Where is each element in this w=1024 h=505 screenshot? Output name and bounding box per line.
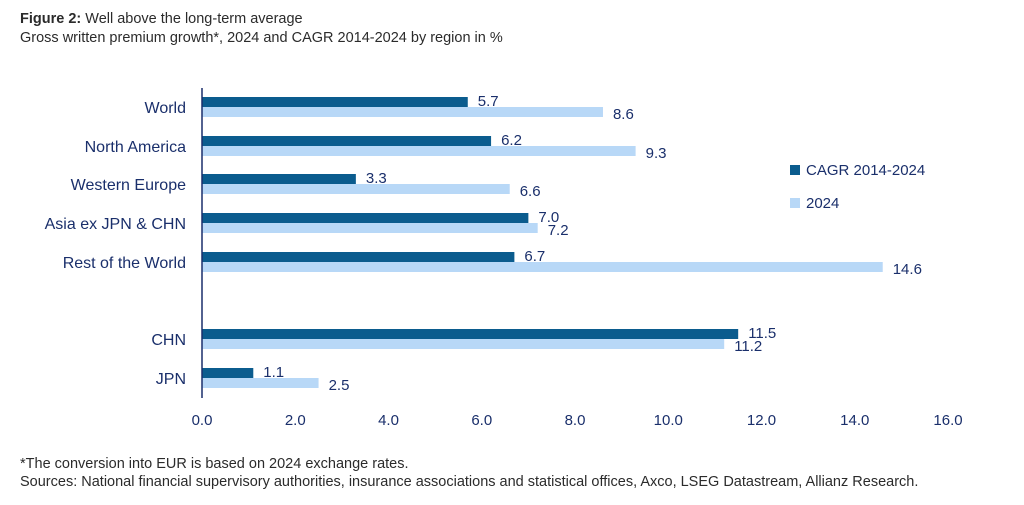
category-label: North America <box>85 139 186 156</box>
x-tick-label: 4.0 <box>378 412 399 429</box>
bar-cagr <box>202 252 515 262</box>
data-label-cagr: 1.1 <box>263 364 284 381</box>
category-label: CHN <box>151 332 186 349</box>
x-tick-label: 6.0 <box>471 412 492 429</box>
data-label-cagr: 6.2 <box>501 132 522 149</box>
legend-swatch-cagr <box>790 165 800 175</box>
data-label-cagr: 7.0 <box>538 209 559 226</box>
data-label-2024: 6.6 <box>520 183 541 200</box>
data-label-2024: 7.2 <box>548 222 569 239</box>
data-label-cagr: 3.3 <box>366 170 387 187</box>
bar-2024 <box>202 107 603 117</box>
chart-subtitle: Gross written premium growth*, 2024 and … <box>20 30 503 46</box>
x-tick-label: 0.0 <box>192 412 213 429</box>
legend-label-cagr: CAGR 2014-2024 <box>806 162 925 179</box>
legend-label-2024: 2024 <box>806 195 839 212</box>
chart-footer: *The conversion into EUR is based on 202… <box>20 455 918 491</box>
category-label: JPN <box>156 371 186 388</box>
data-label-cagr: 5.7 <box>478 93 499 110</box>
category-label: World <box>145 100 187 117</box>
figure-label: Figure 2: <box>20 11 82 27</box>
bar-cagr <box>202 174 356 184</box>
bar-2024 <box>202 339 725 349</box>
category-label: Asia ex JPN & CHN <box>45 216 186 233</box>
data-label-2024: 9.3 <box>646 145 667 162</box>
bar-cagr <box>202 213 529 223</box>
x-tick-label: 12.0 <box>747 412 776 429</box>
category-label: Western Europe <box>71 177 186 194</box>
x-tick-label: 8.0 <box>565 412 586 429</box>
bar-cagr <box>202 329 739 339</box>
data-label-2024: 11.2 <box>734 338 762 355</box>
x-tick-label: 16.0 <box>933 412 962 429</box>
data-label-cagr: 11.5 <box>748 325 776 342</box>
category-label: Rest of the World <box>63 255 186 272</box>
bar-2024 <box>202 146 636 156</box>
bar-2024 <box>202 184 510 194</box>
bar-2024 <box>202 378 319 388</box>
chart-header: Figure 2: Well above the long-term avera… <box>20 10 503 48</box>
bar-cagr <box>202 368 254 378</box>
data-label-2024: 2.5 <box>329 377 350 394</box>
bar-cagr <box>202 136 492 146</box>
bar-cagr <box>202 97 468 107</box>
data-label-cagr: 6.7 <box>524 248 545 265</box>
x-tick-label: 10.0 <box>654 412 683 429</box>
bar-2024 <box>202 262 883 272</box>
x-tick-label: 14.0 <box>840 412 869 429</box>
sources-note: Sources: National financial supervisory … <box>20 474 919 490</box>
bar-chart: World 5.7 8.6 North America 6.2 9.3 Western Eu… <box>45 88 963 429</box>
data-label-2024: 14.6 <box>893 261 922 278</box>
x-tick-label: 2.0 <box>285 412 306 429</box>
legend-swatch-2024 <box>790 198 800 208</box>
figure-title: Figure 2: Well above the long-term avera… <box>20 10 503 29</box>
footnote: *The conversion into EUR is based on 202… <box>20 456 409 472</box>
figure-title-text: Well above the long-term average <box>85 11 303 27</box>
bar-2024 <box>202 223 538 233</box>
data-label-2024: 8.6 <box>613 106 634 123</box>
